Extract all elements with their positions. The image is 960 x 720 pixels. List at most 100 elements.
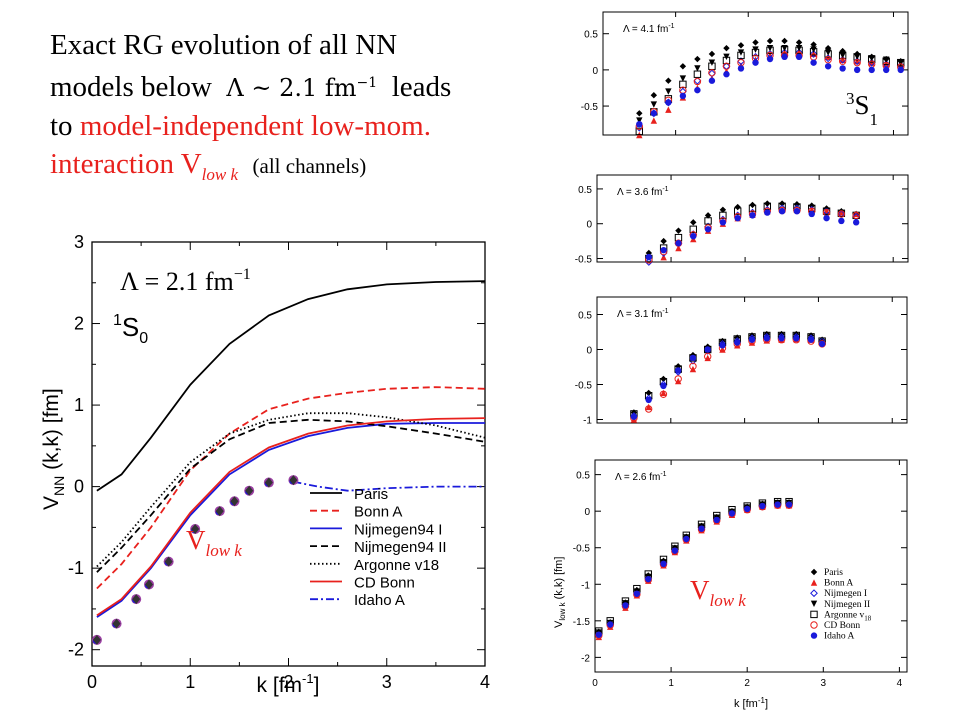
scatter-point-idaho-a xyxy=(749,212,756,219)
scatter-legend-label: Argonne v18 xyxy=(824,610,872,622)
scatter-point-paris xyxy=(795,39,803,46)
scatter-point-idaho-a xyxy=(674,367,682,374)
scatter-point-argonne-v18 xyxy=(882,57,890,65)
scatter-y-tick-label: -0.5 xyxy=(575,255,593,266)
scatter-point-paris xyxy=(679,63,687,70)
scatter-point-argonne-v18 xyxy=(693,70,702,78)
scatter-y-tick-label: -0.5 xyxy=(573,544,591,555)
scatter-point-idaho-a xyxy=(690,233,697,240)
scatter-point-idaho-a xyxy=(785,501,793,508)
scatter-x-axis-label-sup: -1 xyxy=(758,696,766,705)
scatter-point-nijmegen-ii xyxy=(795,44,803,52)
scatter-point-idaho-a xyxy=(763,335,770,342)
scatter-legend-marker xyxy=(810,568,818,576)
main-frame xyxy=(91,241,486,667)
scatter-point-argonne-v18 xyxy=(867,55,876,63)
scatter-point-idaho-a xyxy=(713,516,720,524)
scatter-point-paris xyxy=(781,37,788,45)
scatter-point-paris xyxy=(810,41,817,48)
scatter-y-tick-label: 0 xyxy=(584,507,590,518)
scatter-point-idaho-a xyxy=(622,602,629,609)
scatter-x-tick-label: 0 xyxy=(592,678,598,689)
scatter-point-bonn-a xyxy=(660,389,667,397)
curve-idaho-a xyxy=(293,480,485,492)
scatter-point-paris xyxy=(766,37,774,45)
vlowk-point-diamond xyxy=(215,506,224,517)
scatter-point-idaho-a xyxy=(719,219,727,226)
scatter-point-idaho-a xyxy=(748,336,756,343)
main-x-tick-label: 0 xyxy=(87,672,97,692)
scatter-y-tick-label: 0.5 xyxy=(578,311,592,322)
scatter-point-cd-bonn xyxy=(838,57,847,65)
scatter-point-idaho-a xyxy=(793,207,801,215)
scatter-legend-marker xyxy=(810,589,818,598)
curve-bonn-a xyxy=(96,386,486,590)
scatter-point-idaho-a xyxy=(645,575,652,583)
scatter-point-cd-bonn xyxy=(722,62,731,70)
scatter-legend-label-sub: 18 xyxy=(864,614,872,622)
scatter-point-argonne-v18 xyxy=(795,46,803,55)
scatter-point-idaho-a xyxy=(734,339,741,346)
scatter-point-argonne-v18 xyxy=(780,45,789,54)
scatter-panel-4: 0.5 0 -0.5 -1 -1.5 -2 Λ = 2.6 fm-1 0 1 2 3 4 xyxy=(573,459,908,689)
scatter-y-tick-label: 0.5 xyxy=(578,185,592,196)
scatter-point-cd-bonn xyxy=(674,375,682,383)
scatter-y-tick-label: 0 xyxy=(586,346,592,357)
scatter-point-idaho-a xyxy=(795,53,803,61)
main-channel-sup: 1 xyxy=(113,312,122,329)
vlowk-point-diamond xyxy=(132,594,141,605)
scatter-point-nijmegen-ii xyxy=(868,55,875,62)
scatter-frame xyxy=(596,296,908,424)
scatter-point-idaho-a xyxy=(810,59,817,66)
scatter-point-idaho-a xyxy=(852,219,860,226)
headline-line-4: interaction Vlow k (all channels) xyxy=(50,148,367,184)
scatter-point-idaho-a xyxy=(689,354,697,362)
scatter-legend-label: Nijmegen II xyxy=(824,600,870,610)
scatter-point-cd-bonn xyxy=(689,362,697,370)
scatter-x-tick-label: 1 xyxy=(668,678,674,689)
vlowk-point-diamond xyxy=(112,618,121,629)
scatter-point-paris xyxy=(719,206,727,213)
scatter-point-cd-bonn xyxy=(837,210,846,218)
scatter-point-idaho-a xyxy=(737,65,745,72)
scatter-point-argonne-v18 xyxy=(679,80,687,89)
channel-3s1-sup: 3 xyxy=(846,89,855,108)
main-x-tick-label: 2 xyxy=(283,672,293,692)
scatter-point-argonne-v18 xyxy=(809,48,818,56)
scatter-point-argonne-v18 xyxy=(824,50,832,58)
scatter-point-cd-bonn xyxy=(693,77,702,86)
scatter-y-axis-label-end: (k,k) [fm] xyxy=(553,557,565,603)
scatter-point-paris xyxy=(675,227,682,234)
scatter-point-nijmegen-ii xyxy=(853,53,861,61)
main-channel-letter: S xyxy=(122,312,139,342)
scatter-frame xyxy=(596,174,909,263)
scatter-point-paris xyxy=(690,219,697,226)
scatter-lambda-annotation: Λ = 3.6 fm-1 xyxy=(617,186,669,198)
scatter-point-cd-bonn xyxy=(644,405,653,413)
scatter-point-nijmegen-ii xyxy=(650,101,658,108)
channel-3s1-label: 3S1 xyxy=(846,89,878,129)
scatter-point-argonne-v18 xyxy=(733,207,742,215)
scatter-point-idaho-a xyxy=(723,71,730,78)
scatter-point-idaho-a xyxy=(645,396,652,404)
legend-label: Nijmegen94 I xyxy=(354,521,442,538)
scatter-point-idaho-a xyxy=(679,92,687,100)
scatter-point-idaho-a xyxy=(633,590,641,597)
main-lambda-annotation: Λ = 2.1 fm−1 xyxy=(120,266,251,296)
scatter-lambda-annotation: Λ = 2.6 fm-1 xyxy=(615,471,667,483)
scatter-point-argonne-v18 xyxy=(751,48,760,57)
scatter-vlowk-annotation: Vlow k xyxy=(690,575,746,610)
scatter-point-cd-bonn xyxy=(708,69,716,77)
main-x-tick-label: 4 xyxy=(480,672,490,692)
scatter-legend-label: Idaho A xyxy=(824,632,854,642)
scatter-point-idaho-a xyxy=(636,120,643,128)
scatter-point-argonne-v18 xyxy=(737,51,745,60)
scatter-point-idaho-a xyxy=(778,335,785,342)
scatter-point-idaho-a xyxy=(759,502,766,510)
vlowk-point-diamond xyxy=(289,475,298,486)
scatter-point-idaho-a xyxy=(650,110,658,117)
scatter-point-nijmegen-ii xyxy=(839,52,846,59)
scatter-legend-marker xyxy=(810,579,818,586)
main-y-tick-label: -1 xyxy=(68,558,84,578)
